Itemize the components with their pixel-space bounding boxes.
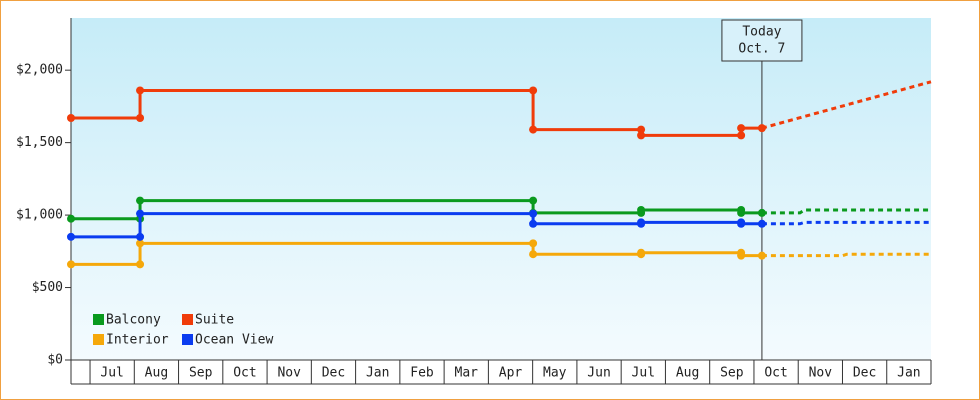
x-tick-label: Sep [720,366,744,381]
x-tick-label: Jul [632,366,655,381]
point [136,232,145,241]
legend-label: Balcony [106,313,161,328]
point [67,232,75,241]
forecast-line [761,252,931,258]
legend-swatch [182,334,193,345]
point [136,113,145,122]
point [529,209,538,218]
point [529,250,538,259]
today-label: Oct. 7 [738,42,785,57]
point [737,124,746,133]
point [136,196,145,205]
x-tick-label: Aug [676,366,699,381]
point [737,251,746,260]
forecast-line [761,208,931,215]
point [136,86,145,95]
point [737,131,746,140]
x-tick-label: Dec [853,366,876,381]
legend-swatch [93,334,104,345]
x-tick-label: Nov [809,366,833,381]
x-tick-label: Oct [233,366,256,381]
forecast-line [761,80,932,130]
point [737,219,746,228]
point [67,113,75,122]
legend-label: Interior [106,333,169,348]
point [637,125,646,134]
point [737,208,746,217]
point [67,214,75,223]
point [637,218,646,227]
x-tick-label: Feb [410,366,434,381]
point [637,206,646,215]
x-tick-label: Jul [100,366,123,381]
today-label: Today [742,25,781,40]
point [136,209,145,218]
x-tick-label: Jan [366,366,389,381]
x-tick-label: May [543,366,567,381]
point [757,251,766,260]
y-tick-label: $2,000 [16,63,63,78]
x-tick-label: Jun [587,366,610,381]
point [637,248,646,257]
y-tick-label: $0 [47,353,63,368]
forecast-line [761,220,931,226]
point [757,219,766,228]
point [529,86,538,95]
plot-area [71,18,931,360]
legend-label: Suite [195,313,234,328]
point [529,196,538,205]
point [67,260,75,269]
x-tick-label: Apr [499,366,523,381]
x-tick-label: Aug [145,366,168,381]
point [637,131,646,140]
legend-swatch [182,314,193,325]
point [136,260,145,269]
y-tick-label: $1,500 [16,135,63,150]
y-tick-label: $1,000 [16,208,63,223]
x-tick-label: Dec [322,366,345,381]
point [529,125,538,134]
point [757,124,766,133]
y-tick-label: $500 [32,280,63,295]
point [529,239,538,248]
x-tick-label: Jan [897,366,920,381]
x-tick-label: Sep [189,366,213,381]
legend-swatch [93,314,104,325]
point [529,219,538,228]
x-tick-label: Nov [277,366,301,381]
legend-label: Ocean View [195,333,273,348]
point [136,239,145,248]
x-tick-label: Mar [455,366,479,381]
point [757,208,766,217]
today-box [721,19,803,62]
x-tick-label: Oct [764,366,787,381]
